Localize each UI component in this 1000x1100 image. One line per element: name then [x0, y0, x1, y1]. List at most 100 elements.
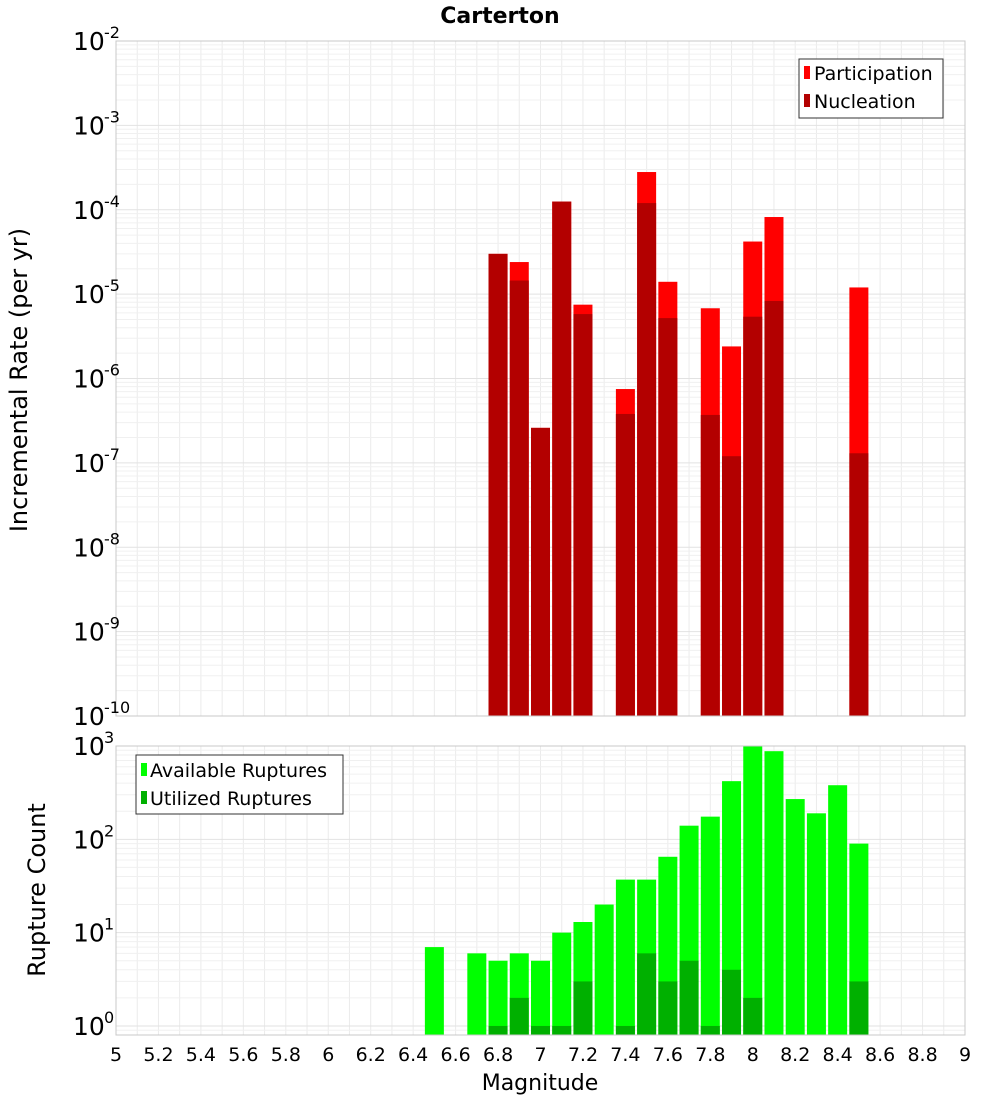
legend-label-utilized: Utilized Ruptures	[150, 788, 312, 810]
bottom-bar-a	[467, 953, 487, 1035]
top-bar-b	[658, 318, 678, 716]
bottom-bar-b	[658, 981, 678, 1035]
y-tick-exponent: -4	[104, 192, 120, 211]
bottom-legend-box	[135, 754, 344, 815]
y-tick-label: 10	[73, 919, 105, 948]
top-plot-frame	[115, 40, 966, 717]
y-tick-label: 10	[73, 732, 105, 761]
bottom-plot-frame	[115, 745, 966, 1036]
x-tick-label: 6.6	[440, 1044, 470, 1066]
y-tick-exponent: -10	[104, 698, 130, 717]
bottom-bar-a	[700, 816, 720, 1035]
x-tick-label: 8	[747, 1044, 759, 1066]
x-tick-label: 6.4	[398, 1044, 428, 1066]
x-tick-label: 7	[534, 1044, 546, 1066]
bottom-y-axis-label: Rupture Count	[23, 803, 51, 977]
y-tick-label: 10	[73, 111, 105, 140]
y-tick-exponent: 2	[104, 821, 114, 840]
x-tick-label: 9	[959, 1044, 971, 1066]
bottom-bar-b	[531, 1025, 550, 1035]
chart-title: Carterton	[440, 4, 559, 29]
bottom-bar-a	[552, 932, 572, 1035]
x-tick-label: 5.4	[186, 1044, 216, 1066]
y-tick-exponent: -7	[104, 445, 120, 464]
bottom-bar-a	[615, 879, 635, 1035]
x-tick-label: 8.4	[823, 1044, 853, 1066]
top-bar-b	[764, 300, 784, 716]
x-tick-label: 7.4	[610, 1044, 640, 1066]
bottom-bar-b	[679, 960, 699, 1035]
legend-swatch-utilized	[141, 791, 147, 804]
x-tick-labels: 5 5.2 5.4 5.6 5.8 6 6.2 6.4 6.6 6.8 7 7.2 7.4 7.6 7.8 8…	[110, 1044, 971, 1066]
top-y-axis-label: Incremental Rate (per yr)	[5, 228, 33, 532]
bottom-bar-a	[594, 904, 614, 1035]
x-axis-label: Magnitude	[482, 1071, 599, 1096]
top-bar-b	[700, 414, 720, 716]
bottom-bar-b	[488, 1025, 508, 1035]
top-bar-b	[849, 453, 869, 716]
y-tick-label: 10	[73, 449, 105, 478]
bottom-bar-a	[488, 960, 508, 1035]
y-tick-exponent: -8	[104, 529, 120, 548]
y-tick-exponent: -3	[104, 107, 120, 126]
top-bar-b	[531, 427, 550, 716]
bottom-bar-b	[615, 1025, 635, 1035]
top-bar-b	[637, 203, 657, 716]
bottom-bars	[424, 746, 869, 1035]
x-tick-label: 5.8	[271, 1044, 301, 1066]
y-tick-label: 10	[73, 27, 105, 56]
bottom-bar-a	[806, 813, 826, 1035]
y-tick-label: 10	[73, 1012, 105, 1041]
bottom-bar-b	[700, 1025, 720, 1035]
x-tick-label: 5.6	[228, 1044, 258, 1066]
x-tick-label: 6.8	[483, 1044, 513, 1066]
legend-swatch-participation	[804, 66, 810, 79]
x-tick-label: 8.8	[907, 1044, 937, 1066]
top-bar-b	[615, 413, 635, 716]
x-tick-label: 6.2	[356, 1044, 386, 1066]
y-tick-exponent: 1	[104, 915, 114, 934]
top-bar-b	[573, 314, 593, 716]
bottom-bar-a	[743, 746, 763, 1035]
legend-label-participation: Participation	[814, 63, 933, 85]
y-tick-exponent: -5	[104, 276, 120, 295]
bottom-bar-a	[764, 751, 784, 1035]
legend-label-available: Available Ruptures	[150, 760, 327, 782]
bottom-bar-a	[531, 960, 550, 1035]
bottom-bar-b	[552, 1025, 572, 1035]
bottom-bar-a	[424, 947, 444, 1035]
x-tick-label: 8.2	[780, 1044, 810, 1066]
legend-label-nucleation: Nucleation	[814, 91, 916, 113]
x-tick-label: 5	[110, 1044, 122, 1066]
bottom-bar-a	[785, 799, 805, 1035]
legend-swatch-available	[141, 763, 147, 776]
top-bar-b	[509, 280, 529, 716]
legend-swatch-nucleation	[804, 94, 810, 107]
top-bar-b	[743, 316, 763, 716]
y-tick-label: 10	[73, 825, 105, 854]
bottom-bar-b	[722, 969, 742, 1035]
top-bar-b	[488, 253, 508, 716]
y-tick-exponent: -6	[104, 361, 120, 380]
x-tick-label: 7.6	[653, 1044, 683, 1066]
top-bar-b	[552, 201, 572, 716]
top-bars	[488, 172, 869, 717]
y-tick-exponent: 3	[104, 728, 114, 747]
y-tick-label: 10	[73, 533, 105, 562]
x-tick-label: 5.2	[143, 1044, 173, 1066]
bottom-bar-a	[828, 785, 848, 1035]
x-tick-label: 7.8	[695, 1044, 725, 1066]
y-tick-label: 10	[73, 196, 105, 225]
bottom-legend: Available Ruptures Utilized Ruptures	[135, 754, 344, 815]
y-tick-exponent: 0	[104, 1008, 114, 1027]
bottom-bar-b	[509, 997, 529, 1035]
y-tick-label: 10	[73, 702, 105, 731]
y-tick-label: 10	[73, 365, 105, 394]
top-bar-b	[722, 456, 742, 716]
y-tick-label: 10	[73, 280, 105, 309]
y-tick-exponent: -2	[104, 23, 120, 42]
bottom-bar-b	[637, 953, 657, 1035]
